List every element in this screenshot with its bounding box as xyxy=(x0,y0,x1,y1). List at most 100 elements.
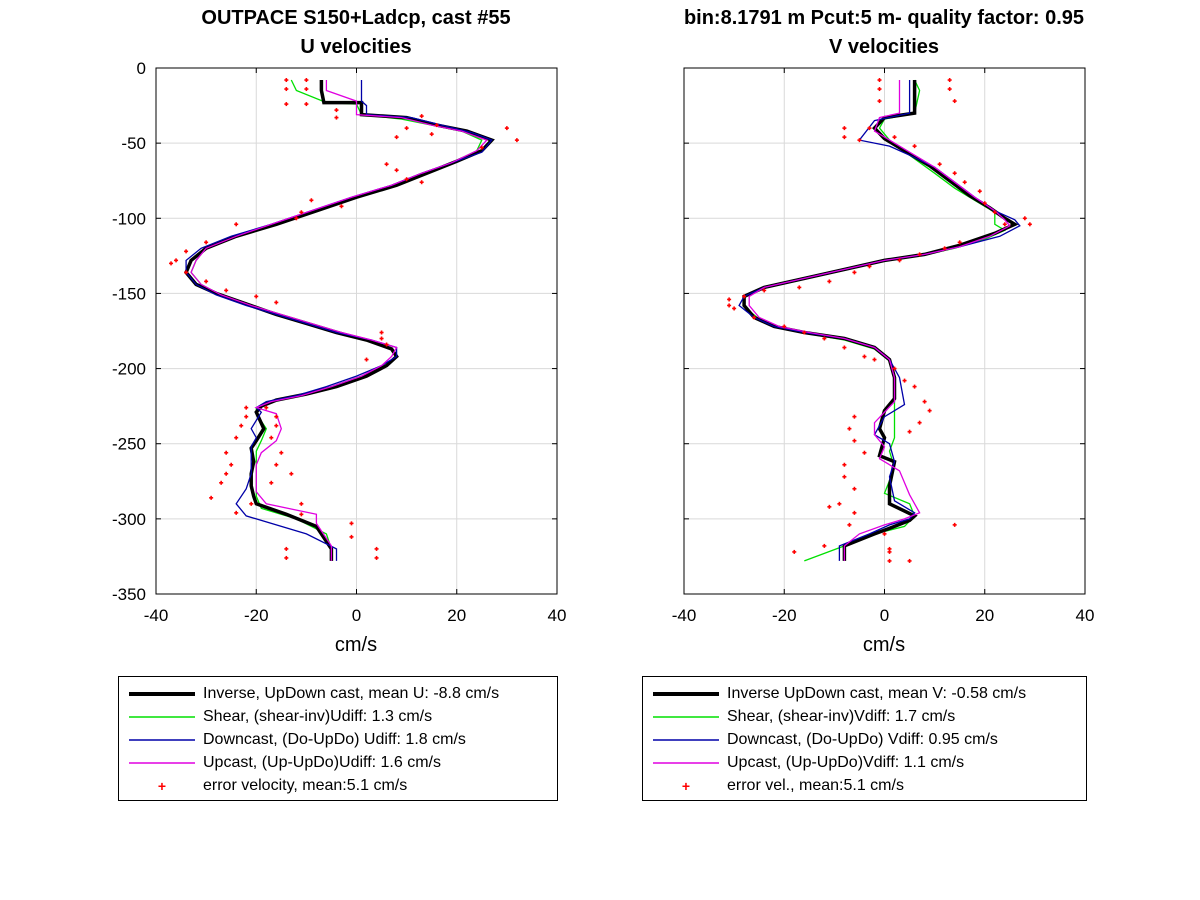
x-tick-label: 40 xyxy=(1076,606,1095,625)
legend-left-label: Shear, (shear-inv)Udiff: 1.3 cm/s xyxy=(203,708,433,725)
error-point xyxy=(209,495,214,500)
error-point xyxy=(224,471,229,476)
x-tick-label: 20 xyxy=(447,606,466,625)
u-velocity-panel: -40 -20 0 20 400-50-100-150-200-250-300-350 … xyxy=(112,7,566,656)
error-point xyxy=(334,115,339,120)
legend-inverse-swatch xyxy=(653,692,719,696)
error-point xyxy=(947,78,952,83)
legend-left-label: Upcast, (Up-UpDo)Udiff: 1.6 cm/s xyxy=(203,754,441,771)
x-tick-label: 0 xyxy=(352,606,361,625)
legend-left-label: error velocity, mean:5.1 cm/s xyxy=(203,777,408,794)
error-point xyxy=(419,114,424,119)
y-tick-label: -350 xyxy=(112,585,146,604)
legend-right-label: Upcast, (Up-UpDo)Vdiff: 1.1 cm/s xyxy=(727,754,965,771)
error-point xyxy=(852,438,857,443)
ticks-right: -40 -20 0 20 40 xyxy=(672,67,1095,625)
error-point xyxy=(952,522,957,527)
error-point xyxy=(364,357,369,362)
error-point xyxy=(732,306,737,311)
error-point xyxy=(429,132,434,137)
error-point xyxy=(274,462,279,467)
error-point xyxy=(827,504,832,509)
series-line-downcast xyxy=(738,80,1021,561)
error-point xyxy=(274,423,279,428)
legend-right-label: Downcast, (Do-UpDo) Vdiff: 0.95 cm/s xyxy=(727,731,998,748)
legend-right-label: Inverse UpDown cast, mean V: -0.58 cm/s xyxy=(727,685,1027,702)
error-point xyxy=(962,180,967,185)
y-tick-label: -50 xyxy=(121,134,146,153)
error-point xyxy=(224,288,229,293)
error-point xyxy=(274,300,279,305)
error-point xyxy=(922,399,927,404)
error-point xyxy=(229,462,234,467)
error-point xyxy=(912,384,917,389)
y-tick-label: -250 xyxy=(112,435,146,454)
error-point xyxy=(917,252,922,257)
xlabel-left: cm/s xyxy=(335,634,377,656)
error-point xyxy=(379,336,384,341)
error-point xyxy=(852,414,857,419)
error-point xyxy=(504,126,509,131)
error-point xyxy=(339,204,344,209)
error-point xyxy=(234,435,239,440)
legend-upcast-swatch xyxy=(129,762,195,764)
error-point xyxy=(374,546,379,551)
series-line-upcast xyxy=(748,80,1011,561)
title-right-line2: V velocities xyxy=(829,36,939,58)
error-point xyxy=(284,78,289,83)
error-point xyxy=(294,216,299,221)
series-left xyxy=(184,79,495,561)
error-point xyxy=(254,294,259,299)
error-point xyxy=(284,87,289,92)
error-point xyxy=(872,357,877,362)
error-point xyxy=(309,198,314,203)
legend-inverse-swatch xyxy=(129,692,195,696)
grid-left xyxy=(156,68,557,594)
error-point xyxy=(827,279,832,284)
x-tick-label: -40 xyxy=(672,606,697,625)
error-point xyxy=(877,87,882,92)
error-point xyxy=(514,138,519,143)
title-left-line1: OUTPACE S150+Ladcp, cast #55 xyxy=(201,7,510,29)
error-point xyxy=(887,558,892,563)
error-point xyxy=(862,450,867,455)
legend-left-label: Inverse, UpDown cast, mean U: -8.8 cm/s xyxy=(203,685,500,702)
error-point xyxy=(239,423,244,428)
error-point xyxy=(269,435,274,440)
error-point xyxy=(842,462,847,467)
series-line-downcast xyxy=(185,80,493,561)
error-point xyxy=(857,138,862,143)
error-point xyxy=(952,171,957,176)
error-point xyxy=(244,414,249,419)
error-point xyxy=(299,512,304,517)
error-point xyxy=(882,531,887,536)
x-tick-label: 20 xyxy=(975,606,994,625)
title-left-line2: U velocities xyxy=(300,36,411,58)
error-point xyxy=(822,336,827,341)
grid-right xyxy=(684,68,1085,594)
error-point xyxy=(762,288,767,293)
error-point xyxy=(862,354,867,359)
error-point xyxy=(1022,216,1027,221)
error-point xyxy=(244,405,249,410)
error-point xyxy=(404,177,409,182)
svg-text:+: + xyxy=(158,778,166,794)
error-point xyxy=(304,78,309,83)
title-right-line1: bin:8.1791 m Pcut:5 m- quality factor: 0… xyxy=(684,7,1084,29)
error-point xyxy=(264,405,269,410)
error-point xyxy=(304,87,309,92)
error-point xyxy=(847,522,852,527)
error-point xyxy=(384,342,389,347)
y-tick-label: -200 xyxy=(112,360,146,379)
y-tick-label: -300 xyxy=(112,510,146,529)
error-point xyxy=(234,510,239,515)
error-point xyxy=(289,471,294,476)
error-point xyxy=(897,258,902,263)
error-point xyxy=(842,345,847,350)
error-point xyxy=(802,330,807,335)
error-point xyxy=(942,246,947,251)
error-point xyxy=(404,126,409,131)
x-tick-label: -40 xyxy=(144,606,169,625)
error-point xyxy=(284,546,289,551)
error-point xyxy=(847,426,852,431)
